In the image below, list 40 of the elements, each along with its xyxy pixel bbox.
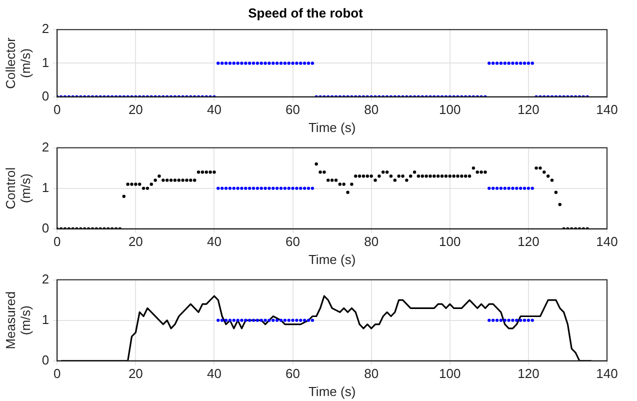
- y-axis-title: Control (m/s): [3, 167, 34, 210]
- x-tick-label: 20: [128, 234, 143, 250]
- x-tick-label: 40: [207, 102, 222, 118]
- x-tick-label: 80: [364, 366, 379, 382]
- x-tick-label: 80: [364, 102, 379, 118]
- x-axis-title: Time (s): [308, 384, 356, 399]
- y-tick-label: 0: [42, 220, 50, 236]
- y-tick-label: 0: [42, 88, 50, 104]
- y-tick-label: 0: [42, 352, 50, 368]
- x-tick-label: 140: [596, 234, 618, 250]
- x-tick-label: 0: [54, 366, 61, 382]
- y-tick-label: 2: [42, 21, 50, 36]
- x-tick-label: 40: [207, 366, 222, 382]
- x-tick-label: 0: [54, 102, 61, 118]
- y-tick-label: 1: [42, 54, 50, 70]
- y-axis-title: Collector (m/s): [3, 36, 34, 89]
- y-tick-label: 2: [42, 139, 50, 154]
- x-tick-label: 140: [596, 102, 618, 118]
- x-tick-label: 100: [439, 102, 461, 118]
- x-axis-title: Time (s): [308, 252, 356, 267]
- y-axis-title: Measured (m/s): [3, 291, 34, 350]
- x-tick-label: 60: [286, 102, 300, 118]
- x-tick-label: 60: [286, 366, 300, 382]
- x-tick-label: 40: [207, 234, 222, 250]
- y-tick-label: 1: [42, 180, 50, 195]
- x-tick-label: 20: [128, 102, 143, 118]
- x-tick-label: 120: [518, 102, 540, 118]
- chart-title: Speed of the robot: [248, 5, 364, 20]
- x-tick-label: 100: [439, 366, 461, 382]
- x-tick-label: 120: [518, 234, 540, 250]
- x-tick-label: 80: [364, 234, 379, 250]
- x-tick-label: 120: [518, 366, 540, 382]
- x-tick-label: 140: [596, 366, 618, 382]
- x-axis-title: Time (s): [308, 120, 356, 135]
- x-tick-label: 60: [286, 234, 300, 250]
- y-tick-label: 2: [42, 271, 50, 286]
- x-tick-label: 0: [54, 234, 61, 250]
- y-tick-label: 1: [42, 312, 50, 327]
- x-tick-label: 100: [439, 234, 461, 250]
- x-tick-label: 20: [128, 366, 143, 382]
